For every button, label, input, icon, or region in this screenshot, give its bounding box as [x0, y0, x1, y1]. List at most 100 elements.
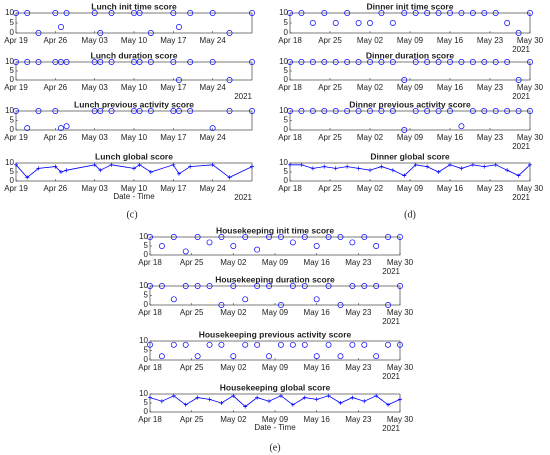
- point: [337, 234, 344, 240]
- x-tick-label: May 09: [397, 36, 424, 45]
- point: [289, 239, 296, 246]
- point-marker: [333, 166, 338, 171]
- x-tick-label: May 09: [397, 133, 424, 142]
- x-tick-label: May 10: [121, 184, 148, 193]
- point: [344, 10, 351, 16]
- point: [378, 59, 385, 65]
- point-marker: [148, 395, 152, 400]
- point: [373, 353, 380, 360]
- point: [344, 59, 351, 65]
- x-tick-label: May 10: [121, 83, 148, 92]
- point: [131, 10, 137, 16]
- point: [230, 353, 237, 360]
- x-tick-label: May 02: [357, 83, 384, 92]
- chart-title: Lunch init time score: [91, 1, 177, 11]
- y-tick-label: 5: [144, 398, 149, 407]
- point-marker: [299, 162, 304, 167]
- x-tick-label: May 03: [82, 184, 109, 193]
- point: [187, 10, 194, 16]
- point-marker: [322, 164, 327, 169]
- point-marker: [398, 397, 402, 402]
- x-tick-label: May 23: [345, 415, 372, 424]
- point: [24, 59, 31, 65]
- x-tick-label: May 23: [345, 308, 372, 317]
- point: [136, 59, 143, 65]
- point: [515, 77, 522, 83]
- y-tick-label: 0: [284, 176, 289, 185]
- point: [52, 59, 59, 65]
- point-marker: [250, 164, 254, 169]
- point-marker: [302, 395, 307, 400]
- x-tick-label: Apr 25: [318, 36, 342, 45]
- chart-title: Housekeeping global score: [220, 382, 331, 392]
- x-axis-label: Date - Time: [113, 192, 155, 201]
- point-marker: [36, 166, 41, 171]
- y-tick-label: 5: [144, 241, 149, 250]
- point: [309, 59, 316, 65]
- x-tick-label: Apr 26: [44, 36, 68, 45]
- year-label: 2021: [512, 45, 530, 54]
- point: [131, 59, 137, 65]
- y-tick-label: 5: [284, 167, 289, 176]
- y-tick-label: 10: [279, 158, 288, 167]
- x-tick-label: May 09: [262, 258, 289, 267]
- point: [24, 10, 31, 16]
- point: [242, 234, 249, 240]
- x-tick-label: May 24: [200, 133, 227, 142]
- point: [158, 283, 165, 289]
- x-tick-label: Apr 25: [318, 133, 342, 142]
- x-tick-label: May 16: [437, 133, 464, 142]
- point: [58, 24, 64, 30]
- plot-frame: [289, 162, 531, 182]
- caption: (d): [404, 209, 416, 220]
- point: [367, 20, 373, 26]
- point: [504, 59, 511, 65]
- point: [447, 10, 453, 16]
- chart-title: Housekeeping previous activity score: [199, 329, 352, 339]
- point: [298, 10, 305, 16]
- y-tick-label: 10: [139, 281, 148, 290]
- point: [24, 125, 31, 132]
- x-tick-label: May 16: [437, 184, 464, 193]
- point: [325, 283, 332, 289]
- x-tick-label: May 02: [357, 36, 384, 45]
- y-tick-label: 5: [10, 66, 15, 75]
- point: [97, 30, 104, 36]
- point: [254, 246, 261, 253]
- point: [13, 10, 19, 16]
- point: [397, 234, 403, 240]
- x-tick-label: May 23: [477, 83, 504, 92]
- point: [52, 10, 59, 16]
- point: [332, 108, 339, 114]
- caption: (e): [269, 442, 280, 453]
- point-marker: [278, 393, 283, 398]
- point: [209, 59, 216, 65]
- x-tick-label: Apr 18: [138, 415, 162, 424]
- point-marker: [171, 393, 176, 398]
- point: [176, 108, 182, 114]
- x-tick-label: Apr 26: [44, 83, 68, 92]
- x-tick-label: May 02: [220, 415, 247, 424]
- point: [226, 77, 233, 83]
- point: [242, 296, 249, 303]
- point-marker: [448, 162, 452, 167]
- x-tick-label: May 02: [357, 133, 384, 142]
- point: [35, 59, 42, 65]
- point-marker: [227, 175, 232, 180]
- point: [389, 108, 396, 114]
- x-tick-label: May 30: [517, 184, 544, 193]
- x-tick-label: May 24: [200, 36, 227, 45]
- year-label: 2021: [512, 142, 530, 151]
- x-tick-label: May 30: [517, 133, 544, 142]
- point: [218, 234, 225, 240]
- point-marker: [64, 168, 69, 173]
- point: [337, 302, 344, 308]
- point: [170, 10, 177, 16]
- point: [344, 108, 351, 114]
- point: [397, 283, 403, 289]
- x-tick-label: May 09: [262, 363, 289, 372]
- x-tick-label: Apr 19: [4, 83, 28, 92]
- plot-frame: [149, 393, 401, 413]
- point: [412, 10, 419, 16]
- x-tick-label: May 02: [220, 308, 247, 317]
